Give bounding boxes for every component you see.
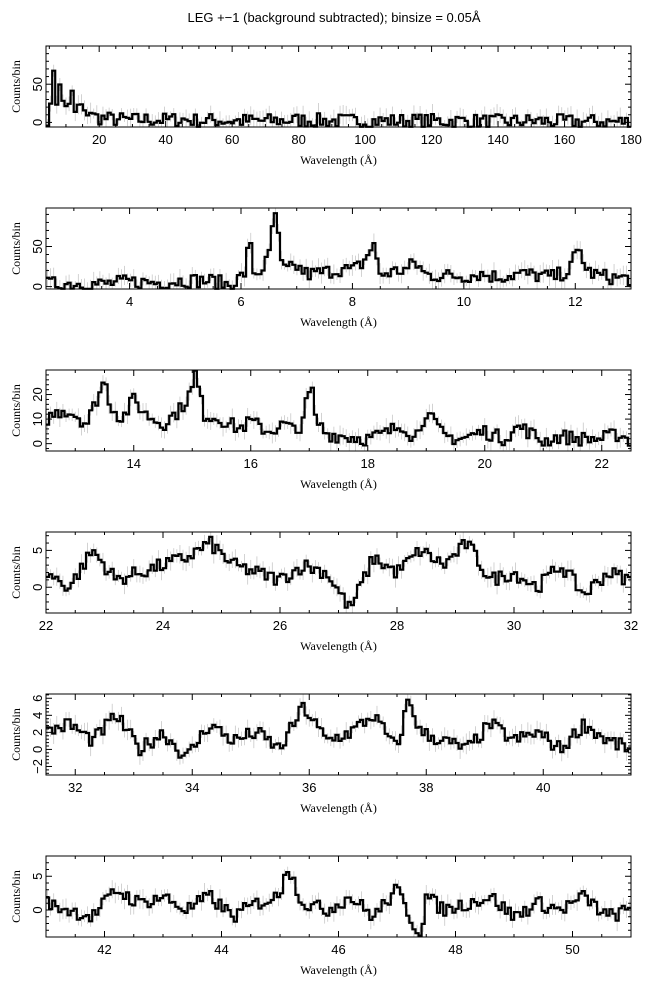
spectrum-series [46,535,631,609]
y-tick-label: 10 [30,412,45,426]
x-tick-label: 120 [421,132,443,147]
plot-frame [45,45,632,128]
chart-panel-2: 4 6 8 10 12 0 50 Wavelength (Å) Counts/bin [9,207,632,329]
spectrum-series [46,69,631,128]
x-tick-label: 48 [448,942,462,957]
x-axis-label: Wavelength (Å) [300,315,377,329]
x-tick-label: 44 [214,942,228,957]
y-tick-label: 5 [30,873,45,880]
x-tick-label: 24 [156,618,170,633]
x-tick-label: 40 [536,780,550,795]
x-tick-label: 34 [185,780,199,795]
spectrum-series [46,871,631,937]
x-tick-label: 22 [595,456,609,471]
y-tick-label: 0 [30,746,45,753]
y-tick-label: 0 [30,906,45,913]
y-tick-label: 0 [30,584,45,591]
y-tick-label: −2 [30,759,45,774]
x-tick-label: 6 [237,294,244,309]
x-tick-label: 160 [554,132,576,147]
chart-panel-3: 14 16 18 20 22 0 10 20 Wavelength (Å) Counts/bin [9,369,632,491]
x-axis-label: Wavelength (Å) [300,639,377,653]
x-tick-label: 32 [624,618,638,633]
y-tick-label: 5 [30,547,45,554]
x-tick-label: 28 [390,618,404,633]
chart-panel-4: 22 24 26 28 30 32 0 5 Wavelength (Å) Counts/bin [9,531,638,653]
y-tick-label: 0 [30,440,45,447]
x-tick-label: 16 [244,456,258,471]
y-axis-label: Counts/bin [9,708,23,761]
y-tick-label: 50 [30,77,45,91]
chart-title: LEG +−1 (background subtracted); binsize… [187,10,480,25]
y-axis-label: Counts/bin [9,870,23,923]
x-tick-label: 100 [354,132,376,147]
y-tick-label: 0 [30,119,45,126]
y-tick-label: 0 [30,283,45,290]
x-tick-label: 60 [225,132,239,147]
x-tick-label: 36 [302,780,316,795]
y-tick-label: 20 [30,387,45,401]
y-tick-label: 50 [30,239,45,253]
x-tick-label: 20 [92,132,106,147]
chart-panel-5: 32 34 36 38 40 −2 0 2 4 6 Wavelength (Å) Counts/bin [9,693,632,815]
x-tick-label: 38 [419,780,433,795]
x-tick-label: 140 [487,132,509,147]
y-axis-label: Counts/bin [9,384,23,437]
x-tick-label: 46 [331,942,345,957]
y-axis-label: Counts/bin [9,60,23,113]
x-axis-label: Wavelength (Å) [300,153,377,167]
x-tick-label: 8 [349,294,356,309]
x-tick-label: 22 [39,618,53,633]
plot-frame [45,207,632,290]
x-tick-label: 180 [620,132,642,147]
x-axis-label: Wavelength (Å) [300,477,377,491]
x-tick-label: 50 [565,942,579,957]
x-tick-label: 80 [291,132,305,147]
x-tick-label: 14 [127,456,141,471]
x-tick-label: 40 [158,132,172,147]
chart-panel-1: 20 40 60 80 100 120 140 160 180 0 50 Wavelength (Å)… [9,45,642,167]
y-tick-label: 6 [30,695,45,702]
spectrum-series [46,698,631,759]
y-tick-label: 4 [30,712,45,719]
error-bars [47,694,630,765]
x-tick-label: 30 [507,618,521,633]
x-axis-label: Wavelength (Å) [300,801,377,815]
chart-panel-6: 42 44 46 48 50 0 5 Wavelength (Å) Counts/bin [9,855,632,977]
spectrum-series [46,212,631,290]
x-tick-label: 4 [126,294,133,309]
x-tick-label: 42 [97,942,111,957]
x-axis-label: Wavelength (Å) [300,963,377,977]
x-tick-label: 10 [457,294,471,309]
x-tick-label: 26 [273,618,287,633]
y-axis-label: Counts/bin [9,222,23,275]
spectrum-series [46,369,631,447]
x-tick-label: 12 [568,294,582,309]
x-tick-label: 32 [68,780,82,795]
x-tick-label: 18 [361,456,375,471]
y-axis-label: Counts/bin [9,546,23,599]
y-tick-label: 2 [30,729,45,736]
x-tick-label: 20 [478,456,492,471]
